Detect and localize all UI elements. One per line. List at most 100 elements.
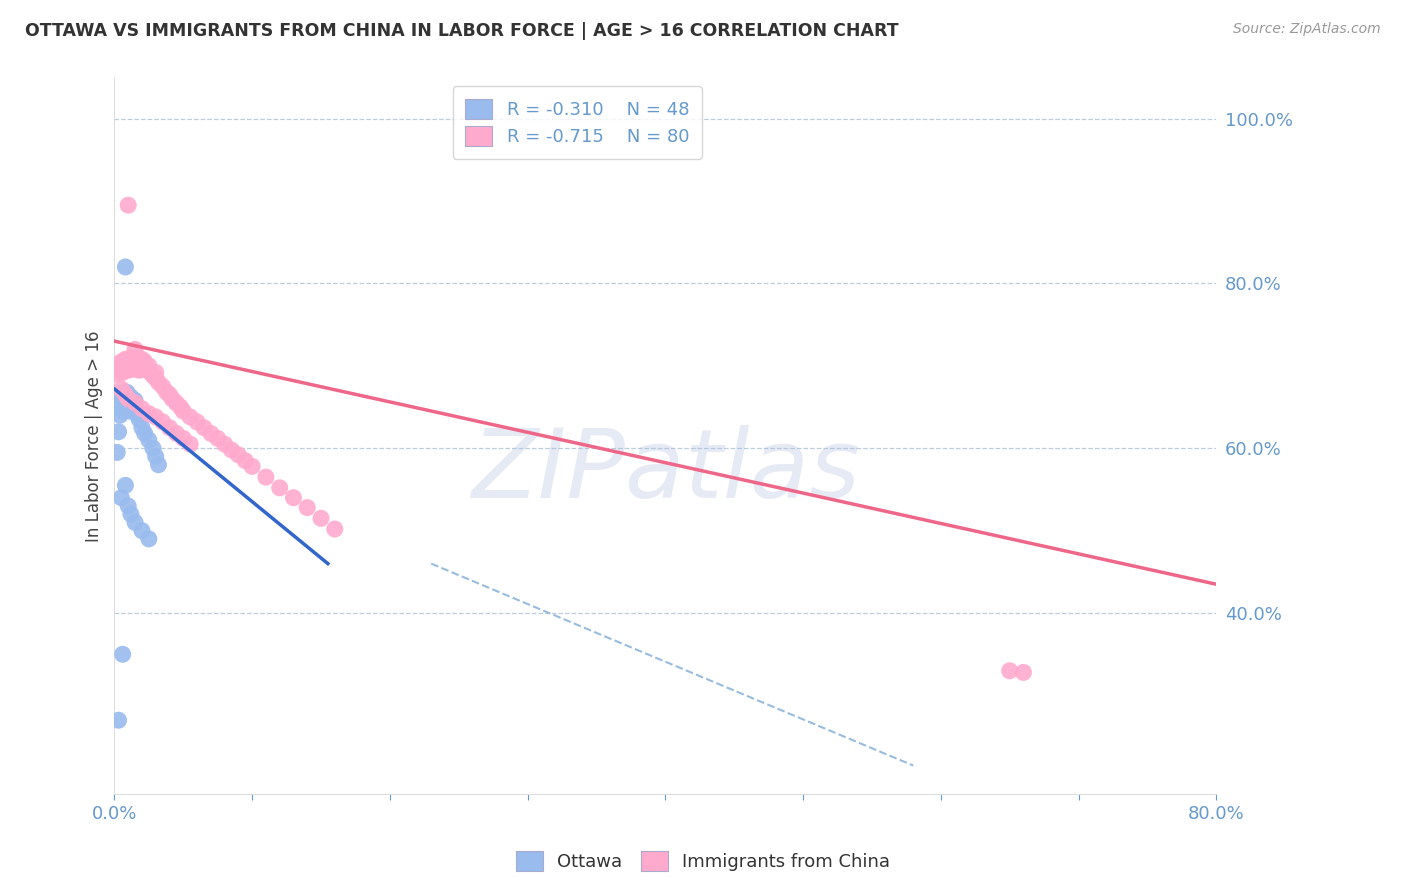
Point (111, 357, 134, 371)
Point (117, 401, 139, 416)
Point (117, 499, 139, 513)
Point (112, 393, 135, 408)
Point (179, 409, 201, 424)
Point (107, 363, 129, 377)
Point (110, 491, 132, 505)
Point (112, 355, 135, 369)
Point (131, 359, 153, 373)
Point (105, 367, 128, 381)
Point (124, 401, 146, 416)
Point (114, 392, 136, 406)
Text: ZIPatlas: ZIPatlas (471, 425, 859, 518)
Point (114, 260, 136, 274)
Point (139, 366, 162, 380)
Point (172, 431, 194, 445)
Point (120, 507, 142, 521)
Point (200, 426, 222, 441)
Point (207, 431, 229, 445)
Point (121, 401, 143, 416)
Point (120, 390, 142, 404)
Point (159, 387, 181, 401)
Point (193, 420, 215, 434)
Y-axis label: In Labor Force | Age > 16: In Labor Force | Age > 16 (86, 330, 103, 541)
Point (111, 647, 134, 661)
Point (172, 404, 194, 418)
Point (112, 401, 135, 416)
Point (107, 425, 129, 439)
Point (233, 453, 256, 467)
Point (115, 355, 138, 369)
Point (115, 393, 138, 408)
Point (142, 368, 165, 383)
Point (152, 415, 174, 429)
Point (228, 448, 250, 462)
Point (111, 366, 134, 380)
Point (128, 352, 150, 367)
Point (998, 664, 1021, 678)
Point (118, 363, 141, 377)
Point (131, 401, 153, 416)
Legend: Ottawa, Immigrants from China: Ottawa, Immigrants from China (509, 844, 897, 879)
Point (110, 392, 132, 406)
Point (283, 491, 305, 505)
Point (134, 360, 156, 375)
Point (127, 409, 149, 423)
Point (138, 359, 160, 373)
Point (125, 351, 148, 365)
Point (125, 359, 148, 373)
Point (111, 387, 134, 401)
Point (125, 404, 148, 418)
Point (127, 363, 149, 377)
Point (159, 420, 181, 434)
Point (117, 360, 139, 375)
Point (131, 420, 153, 434)
Point (114, 360, 136, 375)
Point (120, 400, 142, 414)
Point (112, 385, 135, 400)
Point (128, 412, 150, 426)
Point (124, 343, 146, 357)
Point (254, 470, 277, 484)
Point (179, 437, 201, 451)
Point (124, 393, 146, 408)
Point (214, 437, 236, 451)
Point (131, 352, 153, 367)
Text: Source: ZipAtlas.com: Source: ZipAtlas.com (1233, 22, 1381, 37)
Point (112, 363, 135, 377)
Point (105, 445, 128, 459)
Point (269, 481, 291, 495)
Point (118, 355, 141, 369)
Point (120, 351, 142, 365)
Point (108, 396, 131, 410)
Point (117, 387, 139, 401)
Point (114, 399, 136, 413)
Point (148, 376, 170, 390)
Point (156, 385, 179, 400)
Point (124, 355, 146, 369)
Point (145, 366, 167, 380)
Point (138, 407, 160, 421)
Point (108, 409, 131, 423)
Point (110, 400, 132, 414)
Point (111, 396, 134, 410)
Point (142, 442, 165, 456)
Point (118, 404, 141, 418)
Point (129, 363, 152, 377)
Point (121, 352, 143, 367)
Point (111, 404, 134, 418)
Point (131, 524, 153, 538)
Point (138, 363, 160, 377)
Point (118, 393, 141, 408)
Point (323, 522, 346, 536)
Point (169, 400, 191, 414)
Point (145, 371, 167, 385)
Point (117, 392, 139, 406)
Point (122, 399, 145, 413)
Point (134, 426, 156, 441)
Point (110, 382, 132, 396)
Point (186, 415, 208, 429)
Point (115, 400, 138, 414)
Point (108, 359, 131, 373)
Point (115, 363, 138, 377)
Point (124, 396, 146, 410)
